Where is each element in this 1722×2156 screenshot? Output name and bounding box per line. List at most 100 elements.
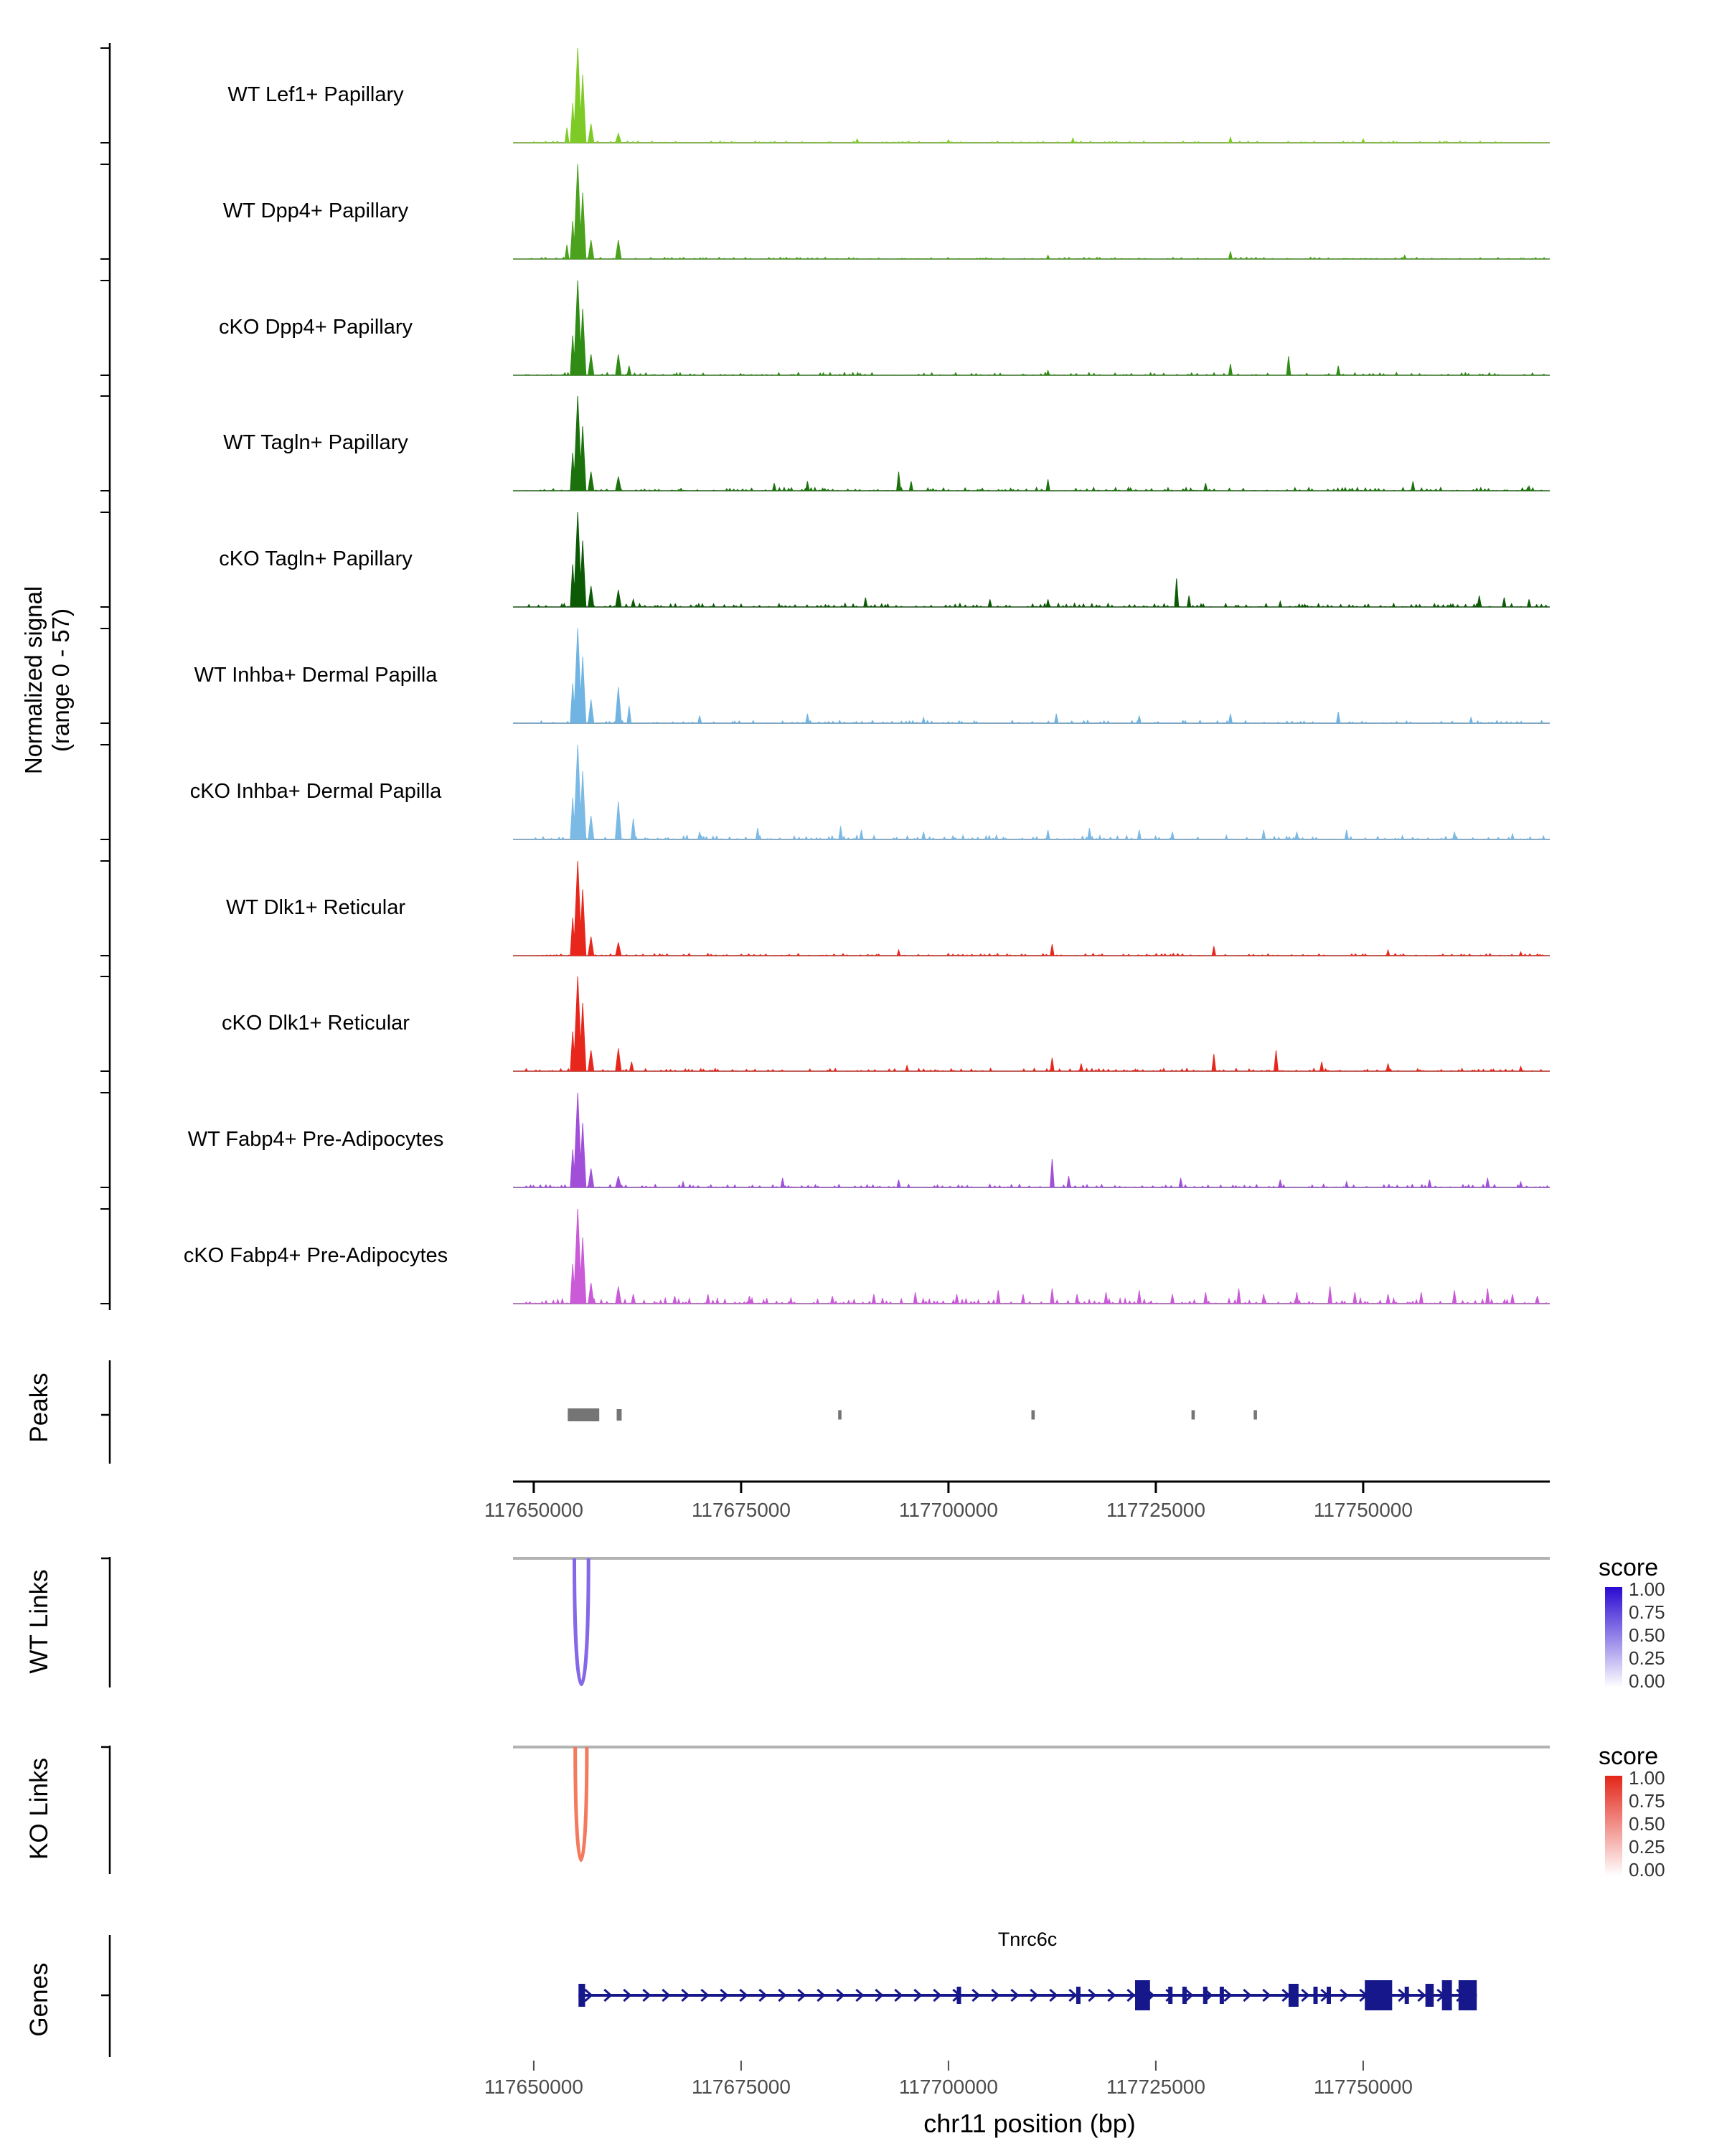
ko-score-tick-label: 1.00 <box>1629 1767 1665 1789</box>
signal-area-dlk1-cko <box>513 976 1550 1072</box>
bottom-x-axis: 117650000 117675000 117700000 117725000 1177… <box>484 2061 1413 2098</box>
gene-strand-arrow-icon <box>1107 1988 1116 2002</box>
wt-score-legend-title: score <box>1599 1554 1658 1581</box>
signal-area-inhba-wt <box>513 628 1550 724</box>
x-tick-label-bottom: 117675000 <box>692 2076 791 2098</box>
gene-exon <box>1365 1980 1393 2010</box>
peak-interval <box>616 1409 622 1421</box>
track-label-tagln-wt: WT Tagln+ Papillary <box>223 431 408 454</box>
gene-strand-arrow-icon <box>662 1988 671 2002</box>
gene-exon <box>1076 1987 1081 2004</box>
peaks-track-group <box>568 1408 1257 1421</box>
gene-strand-arrow-icon <box>642 1988 651 2002</box>
ko-score-gradient-bar <box>1605 1776 1622 1876</box>
ko-score-tick-label: 0.25 <box>1629 1836 1665 1858</box>
signal-axis-label-line1: Normalized signal <box>20 586 47 774</box>
gene-strand-arrow-icon <box>1417 1988 1426 2002</box>
gene-strand-arrow-icon <box>1088 1988 1097 2002</box>
x-tick-label: 117675000 <box>692 1499 791 1521</box>
wt-score-tick-label: 0.50 <box>1629 1624 1665 1646</box>
gene-exon <box>1404 1987 1409 2004</box>
ko-score-legend-title: score <box>1599 1743 1658 1770</box>
section-label-genes: Genes <box>25 1962 53 2036</box>
gene-exon <box>1313 1987 1318 2004</box>
gene-strand-arrow-icon <box>1223 1988 1233 2002</box>
track-label-fabp4-wt: WT Fabp4+ Pre-Adipocytes <box>188 1128 443 1151</box>
section-label-peaks: Peaks <box>25 1373 53 1442</box>
signal-area-fabp4-wt <box>513 1092 1550 1188</box>
peaks-x-axis: 117650000 117675000 117700000 117725000 1177… <box>484 1480 1550 1521</box>
track-label-fabp4-cko: cKO Fabp4+ Pre-Adipocytes <box>184 1244 448 1267</box>
gene-strand-arrow-icon <box>855 1988 865 2002</box>
x-tick-label-bottom: 117700000 <box>899 2076 998 2098</box>
signal-area-tagln-cko <box>513 512 1550 608</box>
gene-strand-arrow-icon <box>1243 1988 1252 2002</box>
gene-exon <box>1441 1980 1452 2010</box>
ko-score-tick-label: 0.75 <box>1629 1790 1665 1812</box>
signal-area-inhba-cko <box>513 744 1550 840</box>
gene-exon <box>1182 1987 1187 2004</box>
signal-track-tagln-wt: WT Tagln+ Papillary <box>100 395 1550 491</box>
track-label-dlk1-wt: WT Dlk1+ Reticular <box>226 896 405 919</box>
signal-axis-label-line2: (range 0 - 57) <box>47 608 74 752</box>
wt-score-tick-label: 0.00 <box>1629 1670 1665 1692</box>
gene-exon <box>578 1984 585 2007</box>
track-label-inhba-cko: cKO Inhba+ Dermal Papilla <box>190 780 442 803</box>
gene-exon <box>1203 1987 1208 2004</box>
ko-score-tick-label: 0.00 <box>1629 1859 1665 1880</box>
ko-score-tick-label: 0.50 <box>1629 1813 1665 1835</box>
x-tick-label-bottom: 117725000 <box>1106 2076 1205 2098</box>
track-label-tagln-cko: cKO Tagln+ Papillary <box>219 547 413 570</box>
peak-interval <box>568 1408 600 1421</box>
gene-strand-arrow-icon <box>1126 1988 1136 2002</box>
signal-track-fabp4-wt: WT Fabp4+ Pre-Adipocytes <box>100 1092 1550 1188</box>
gene-exon <box>1288 1984 1299 2007</box>
signal-area-dpp4-cko <box>513 280 1550 376</box>
gene-strand-arrow-icon <box>623 1988 632 2002</box>
gene-strand-arrow-icon <box>1185 1988 1194 2002</box>
signal-track-inhba-cko: cKO Inhba+ Dermal Papilla <box>100 744 1550 840</box>
signal-track-tagln-cko: cKO Tagln+ Papillary <box>100 512 1550 608</box>
wt-score-tick-label: 1.00 <box>1629 1578 1665 1600</box>
signal-track-dlk1-wt: WT Dlk1+ Reticular <box>100 860 1550 956</box>
signal-track-inhba-wt: WT Inhba+ Dermal Papilla <box>100 628 1550 724</box>
track-label-dpp4-cko: cKO Dpp4+ Papillary <box>219 316 413 339</box>
gene-strand-arrow-icon <box>681 1988 690 2002</box>
x-axis-title: chr11 position (bp) <box>923 2109 1136 2138</box>
gene-strand-arrow-icon <box>758 1988 768 2002</box>
signal-track-dpp4-wt: WT Dpp4+ Papillary <box>100 164 1550 260</box>
ko-link-arc <box>573 1746 589 1862</box>
track-label-lef1-wt: WT Lef1+ Papillary <box>227 83 404 106</box>
signal-area-tagln-wt <box>513 395 1550 491</box>
wt-link-arc <box>573 1558 591 1686</box>
axis-brackets <box>101 43 111 2057</box>
track-label-dlk1-cko: cKO Dlk1+ Reticular <box>222 1012 410 1035</box>
gene-exon <box>1458 1980 1477 2010</box>
gene-strand-arrow-icon <box>778 1988 787 2002</box>
gene-strand-arrow-icon <box>1301 1988 1310 2002</box>
gene-exon <box>1168 1987 1173 2004</box>
gene-strand-arrow-icon <box>875 1988 884 2002</box>
gene-strand-arrow-icon <box>1068 1988 1078 2002</box>
signal-area-dlk1-wt <box>513 860 1550 956</box>
gene-exon <box>1327 1987 1331 2004</box>
track-label-inhba-wt: WT Inhba+ Dermal Papilla <box>194 664 438 687</box>
peak-interval <box>1191 1410 1195 1420</box>
signal-track-dpp4-cko: cKO Dpp4+ Papillary <box>100 280 1550 376</box>
gene-strand-arrow-icon <box>1030 1988 1039 2002</box>
signal-area-lef1-wt <box>513 47 1550 143</box>
gene-strand-arrow-icon <box>797 1988 806 2002</box>
gene-strand-arrow-icon <box>720 1988 729 2002</box>
gene-exon <box>956 1987 961 2004</box>
gene-strand-arrow-icon <box>739 1988 748 2002</box>
x-tick-label: 117725000 <box>1106 1499 1205 1521</box>
gene-strand-arrow-icon <box>1010 1988 1020 2002</box>
gene-name-label: Tnrc6c <box>998 1929 1058 1950</box>
x-tick-label-bottom: 117650000 <box>484 2076 583 2098</box>
gene-strand-arrow-icon <box>1340 1988 1349 2002</box>
gene-exon <box>1219 1987 1224 2004</box>
gene-strand-arrow-icon <box>971 1988 981 2002</box>
gene-strand-arrow-icon <box>894 1988 903 2002</box>
peak-interval <box>1031 1410 1035 1420</box>
